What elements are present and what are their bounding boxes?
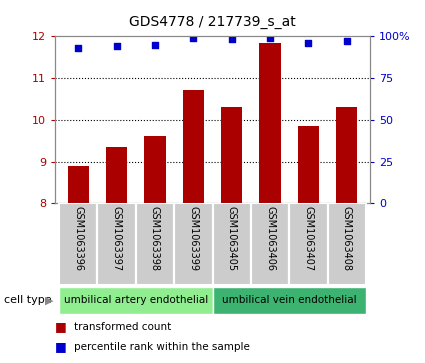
Point (228, 36, 235, 42)
Text: GSM1063405: GSM1063405 (227, 206, 237, 271)
FancyBboxPatch shape (328, 203, 366, 285)
Bar (144, 136, 165, 203)
FancyBboxPatch shape (251, 203, 289, 285)
Text: GSM1063397: GSM1063397 (112, 206, 122, 271)
Bar (260, 42, 280, 203)
Point (190, 35, 197, 41)
FancyBboxPatch shape (97, 203, 136, 285)
FancyBboxPatch shape (59, 203, 97, 285)
FancyBboxPatch shape (212, 203, 251, 285)
FancyBboxPatch shape (289, 203, 328, 285)
Bar (183, 90, 204, 203)
Text: percentile rank within the sample: percentile rank within the sample (74, 342, 250, 352)
Point (113, 44, 120, 49)
Text: GSM1063407: GSM1063407 (303, 206, 313, 271)
FancyBboxPatch shape (136, 203, 174, 285)
Point (152, 42, 159, 48)
Bar (59, 287, 212, 314)
Text: ■: ■ (55, 320, 67, 333)
Bar (212, 287, 366, 314)
Text: GSM1063398: GSM1063398 (150, 206, 160, 271)
Bar (106, 147, 127, 203)
Text: ■: ■ (55, 340, 67, 353)
Point (75, 45, 82, 51)
Text: GDS4778 / 217739_s_at: GDS4778 / 217739_s_at (129, 15, 296, 29)
Bar (221, 107, 242, 203)
Text: umbilical vein endothelial: umbilical vein endothelial (222, 295, 357, 305)
Text: transformed count: transformed count (74, 322, 172, 332)
Text: ▶: ▶ (45, 295, 53, 305)
Point (305, 40, 312, 46)
Text: GSM1063406: GSM1063406 (265, 206, 275, 271)
Bar (336, 107, 357, 203)
Text: GSM1063396: GSM1063396 (73, 206, 83, 271)
Text: umbilical artery endothelial: umbilical artery endothelial (64, 295, 208, 305)
Point (343, 38, 350, 44)
Text: GSM1063399: GSM1063399 (188, 206, 198, 271)
Text: cell type: cell type (4, 295, 52, 305)
FancyBboxPatch shape (174, 203, 212, 285)
Bar (68, 166, 89, 203)
Bar (298, 126, 319, 203)
Text: GSM1063408: GSM1063408 (342, 206, 352, 271)
Point (266, 35, 273, 41)
